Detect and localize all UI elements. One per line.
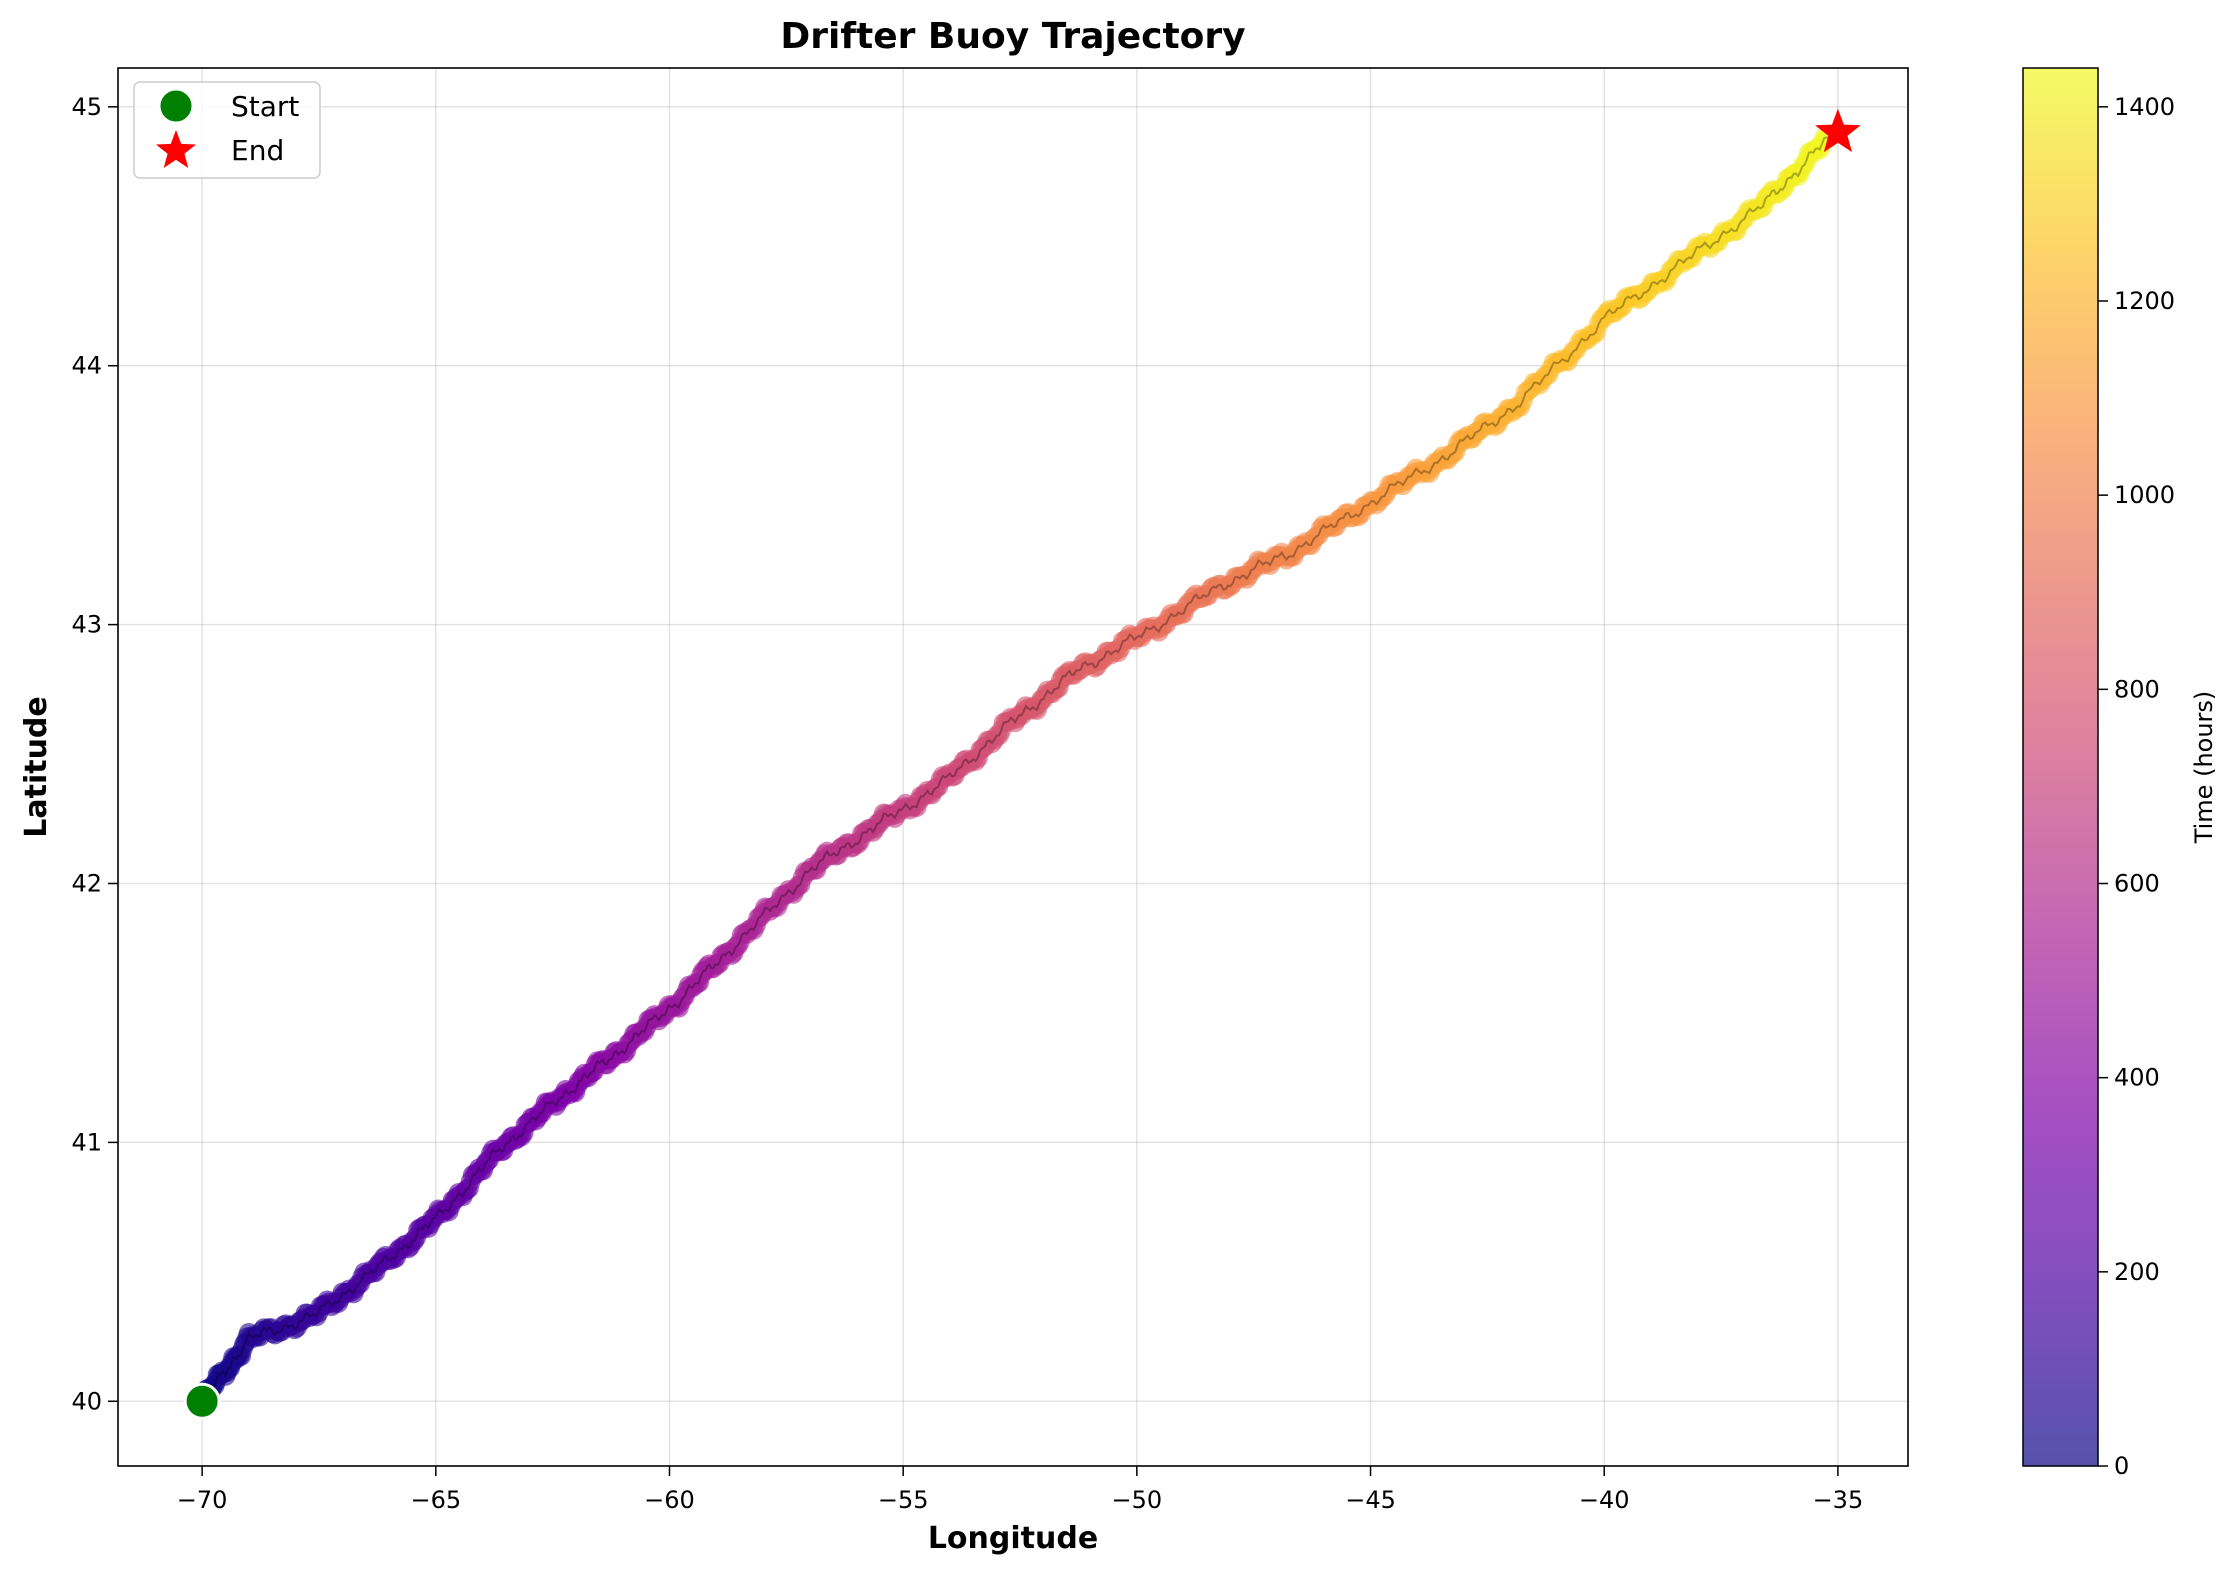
colorbar-tick-label: 1400 [2114, 93, 2175, 121]
y-tick-label: 41 [71, 1128, 102, 1156]
x-tick-label: −50 [1112, 1486, 1163, 1514]
start-marker [183, 1382, 221, 1420]
plot-frame [117, 67, 1909, 1467]
y-tick-label: 44 [71, 352, 102, 380]
colorbar-tick-label: 0 [2114, 1452, 2129, 1480]
trajectory-line [201, 136, 1829, 1402]
y-tick-label: 43 [71, 611, 102, 639]
x-tick-label: −35 [1813, 1486, 1864, 1514]
y-tick-label: 45 [71, 93, 102, 121]
legend-start-marker [157, 87, 195, 125]
colorbar-tick-label: 200 [2114, 1258, 2160, 1286]
x-tick-label: −40 [1579, 1486, 1630, 1514]
colorbar-frame [2022, 67, 2099, 1467]
colorbar-tick-label: 800 [2114, 675, 2160, 703]
colorbar: 0 200 400 600 800 1000 1200 1400 Time (hours) [2022, 67, 2218, 1480]
end-marker [1815, 108, 1861, 153]
x-tick-label: −55 [878, 1486, 929, 1514]
colorbar-tick-label: 1200 [2114, 287, 2175, 315]
colorbar-gradient [2023, 68, 2098, 1466]
grid-lines [118, 68, 1908, 1466]
trajectory-layer [192, 127, 1839, 1412]
x-tick-label: −65 [410, 1486, 461, 1514]
x-tick-label: −70 [177, 1486, 228, 1514]
chart-title: Drifter Buoy Trajectory [780, 16, 1245, 57]
y-tick-label: 42 [71, 870, 102, 898]
y-tick-label: 40 [71, 1387, 102, 1415]
legend-end-marker [156, 130, 196, 168]
legend: Start End [133, 81, 321, 179]
x-axis-ticks: −70 −65 −60 −55 −50 −45 −40 −35 [177, 1466, 1863, 1514]
x-tick-label: −45 [1345, 1486, 1396, 1514]
colorbar-ticks: 0 200 400 600 800 1000 1200 1400 [2098, 93, 2175, 1480]
legend-end-label: End [231, 134, 284, 167]
x-axis-title: Longitude [928, 1521, 1098, 1556]
colorbar-tick-label: 400 [2114, 1064, 2160, 1092]
colorbar-tick-label: 1000 [2114, 481, 2175, 509]
x-tick-label: −60 [644, 1486, 695, 1514]
legend-start-label: Start [231, 90, 299, 123]
y-axis-ticks: 40 41 42 43 44 45 [71, 93, 118, 1415]
y-axis-title: Latitude [19, 696, 54, 838]
colorbar-title: Time (hours) [2190, 691, 2218, 845]
colorbar-tick-label: 600 [2114, 870, 2160, 898]
